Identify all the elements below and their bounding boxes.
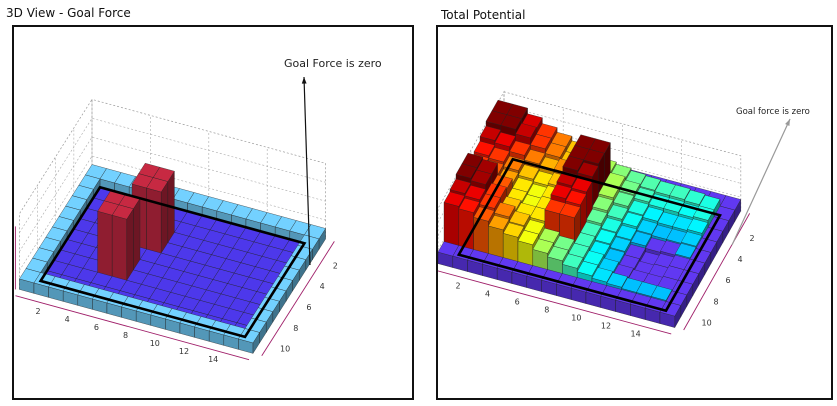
y-tick-label: 4 — [738, 255, 743, 264]
x-tick-label: 14 — [631, 330, 641, 339]
boundary-outline — [456, 157, 722, 313]
x-tick-label: 10 — [571, 314, 581, 323]
y-tick-label: 6 — [726, 276, 731, 285]
axes — [14, 226, 335, 361]
y-tick-label: 2 — [333, 261, 338, 270]
x-tick-label: 12 — [179, 347, 189, 356]
x-tick-label: 8 — [544, 306, 549, 315]
grid-walls — [19, 98, 326, 291]
bars — [438, 99, 742, 329]
bar-r4-c6 — [146, 177, 169, 256]
x-tick-label: 14 — [208, 355, 218, 364]
x-tick-label: 4 — [65, 315, 70, 324]
panel-title-goal-force: 3D View - Goal Force — [6, 6, 131, 20]
annotation-label: Goal force is zero — [736, 107, 810, 117]
panel-title-total-potential: Total Potential — [441, 8, 526, 22]
bar-r7-c5 — [111, 204, 134, 283]
axes — [438, 213, 751, 335]
y-tick-label: 2 — [750, 234, 755, 243]
bars — [19, 162, 326, 355]
annotation-label: Goal Force is zero — [284, 57, 382, 70]
bar-r10-c15 — [238, 328, 260, 355]
annotation-arrow — [301, 76, 311, 266]
y-tick-label: 10 — [280, 345, 290, 354]
chart-total-potential: 246810121424681024Goal force is zero — [438, 90, 810, 339]
y-tick-label: 10 — [702, 319, 712, 328]
x-tick-label: 8 — [123, 331, 128, 340]
x-tick-label: 12 — [601, 322, 611, 331]
x-tick-label: 2 — [35, 307, 40, 316]
bar-r10-c15 — [659, 301, 682, 329]
y-tick-label: 8 — [714, 297, 719, 306]
y-tick-label: 6 — [306, 303, 311, 312]
y-tick-label: 8 — [293, 324, 298, 333]
x-tick-label: 4 — [485, 290, 490, 299]
chart-panel-goal-force: 24681012142468100246Goal Force is zero — [12, 25, 414, 400]
chart-panel-total-potential: 246810121424681024Goal force is zero — [436, 25, 833, 400]
x-tick-label: 2 — [455, 282, 460, 291]
annotation-arrow — [731, 118, 791, 246]
x-tick-label: 6 — [515, 298, 520, 307]
y-tick-label: 4 — [320, 282, 325, 291]
boundary-outline — [38, 185, 307, 339]
chart-goal-force: 24681012142468100246Goal Force is zero — [14, 57, 382, 364]
x-tick-label: 10 — [150, 339, 160, 348]
x-tick-label: 6 — [94, 323, 99, 332]
